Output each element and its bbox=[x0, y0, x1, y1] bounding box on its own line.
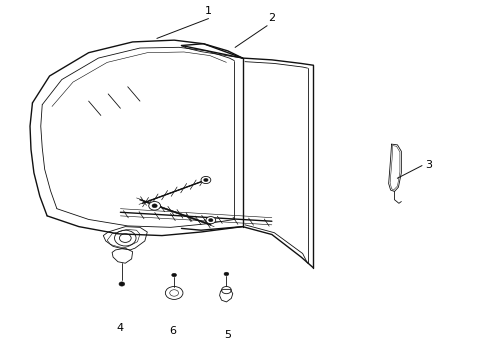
Circle shape bbox=[209, 219, 213, 222]
Circle shape bbox=[224, 272, 229, 276]
Circle shape bbox=[149, 202, 160, 210]
Text: 3: 3 bbox=[425, 159, 432, 170]
Text: 6: 6 bbox=[170, 326, 177, 336]
Text: 1: 1 bbox=[205, 6, 212, 16]
Circle shape bbox=[201, 176, 211, 184]
Circle shape bbox=[172, 273, 176, 277]
Text: 2: 2 bbox=[269, 13, 275, 23]
Circle shape bbox=[204, 179, 208, 181]
Text: 5: 5 bbox=[224, 330, 231, 340]
Text: 4: 4 bbox=[117, 323, 124, 333]
Circle shape bbox=[206, 217, 216, 224]
Circle shape bbox=[152, 204, 157, 208]
Circle shape bbox=[119, 282, 125, 286]
